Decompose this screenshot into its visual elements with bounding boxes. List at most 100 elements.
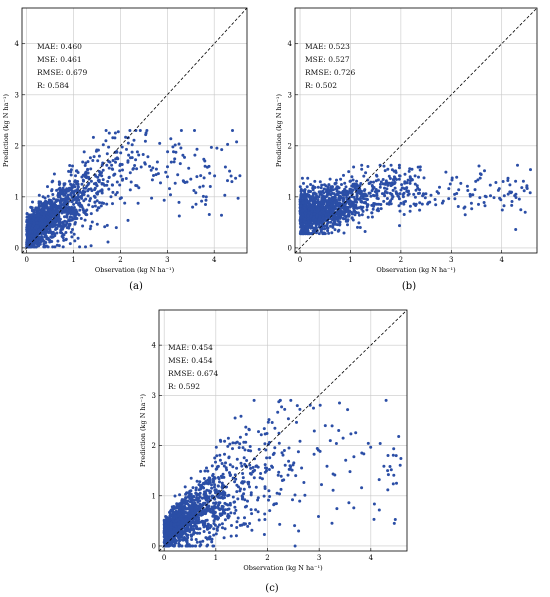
- data-point: [32, 244, 36, 248]
- data-point: [108, 160, 112, 164]
- data-point: [101, 168, 105, 172]
- data-point: [71, 164, 74, 168]
- data-point: [333, 214, 337, 218]
- data-point: [243, 448, 247, 452]
- data-point: [57, 180, 61, 184]
- data-point: [30, 226, 34, 230]
- data-point: [83, 218, 87, 222]
- data-point: [74, 214, 77, 218]
- data-point: [351, 178, 355, 182]
- y-tick-label: 0: [152, 542, 156, 550]
- data-point: [478, 176, 482, 180]
- data-point: [376, 178, 380, 182]
- data-point: [350, 211, 354, 215]
- data-point: [448, 182, 452, 186]
- data-point: [87, 187, 91, 191]
- data-point: [27, 213, 31, 217]
- stats-box-c: MAE: 0.454 MSE: 0.454 RMSE: 0.674 R: 0.5…: [168, 341, 218, 393]
- data-point: [169, 526, 173, 529]
- data-point: [410, 167, 414, 171]
- data-point: [191, 486, 195, 490]
- data-point: [383, 190, 387, 193]
- data-point: [44, 241, 48, 244]
- data-point: [32, 228, 36, 232]
- data-point: [95, 192, 99, 196]
- data-point: [228, 503, 232, 507]
- data-point: [111, 167, 115, 171]
- y-axis-label: Prediction (kg N ha⁻¹): [139, 393, 147, 467]
- data-point: [418, 168, 422, 172]
- data-point: [104, 129, 108, 132]
- data-point: [413, 174, 417, 178]
- data-point: [325, 209, 329, 213]
- data-point: [405, 189, 409, 193]
- data-point: [388, 177, 392, 180]
- data-point: [429, 193, 433, 197]
- data-point: [235, 520, 239, 524]
- data-point: [164, 540, 168, 543]
- data-point: [319, 186, 323, 190]
- data-point: [128, 188, 132, 192]
- data-point: [226, 436, 230, 440]
- data-point: [355, 191, 359, 195]
- data-point: [88, 227, 92, 231]
- data-point: [216, 484, 220, 488]
- data-point: [25, 227, 29, 231]
- x-tick-label: 0: [162, 554, 166, 562]
- data-point: [331, 225, 335, 229]
- data-point: [198, 507, 202, 510]
- data-point: [216, 465, 219, 469]
- data-point: [130, 150, 134, 154]
- data-point: [114, 226, 118, 230]
- data-point: [213, 523, 217, 527]
- data-point: [360, 163, 364, 167]
- data-point: [502, 194, 506, 198]
- data-point: [57, 244, 61, 248]
- data-point: [211, 514, 215, 518]
- data-point: [218, 453, 222, 457]
- data-point: [196, 504, 200, 508]
- data-point: [208, 185, 212, 188]
- y-tick-label: 2: [152, 442, 156, 450]
- data-point: [113, 131, 117, 135]
- data-point: [413, 182, 417, 186]
- data-point: [41, 225, 45, 229]
- data-point: [282, 449, 286, 452]
- data-point: [268, 495, 272, 498]
- data-point: [386, 469, 390, 473]
- data-point: [299, 204, 303, 208]
- data-point: [317, 217, 321, 221]
- data-point: [78, 208, 82, 212]
- data-point: [185, 491, 188, 495]
- data-point: [359, 194, 363, 198]
- data-point: [124, 177, 128, 180]
- data-point: [99, 189, 102, 193]
- data-point: [210, 464, 214, 468]
- data-point: [64, 231, 68, 234]
- data-point: [306, 216, 310, 220]
- y-tick-label: 3: [288, 91, 292, 99]
- data-point: [300, 196, 304, 199]
- data-point: [192, 189, 196, 192]
- data-point: [457, 188, 461, 192]
- data-point: [466, 189, 470, 192]
- data-point: [57, 187, 61, 191]
- data-point: [154, 173, 158, 177]
- data-point: [335, 223, 339, 227]
- data-point: [203, 164, 207, 168]
- data-point: [235, 140, 239, 144]
- data-point: [89, 212, 93, 216]
- data-point: [399, 201, 403, 205]
- data-point: [67, 205, 71, 209]
- data-point: [192, 527, 196, 531]
- data-point: [312, 216, 316, 219]
- data-point: [39, 204, 43, 208]
- data-point: [195, 526, 199, 530]
- data-point: [375, 173, 378, 177]
- data-point: [242, 522, 246, 526]
- data-point: [299, 207, 302, 211]
- data-point: [362, 201, 366, 205]
- data-point: [29, 206, 33, 209]
- data-point: [62, 192, 66, 196]
- data-point: [306, 204, 310, 208]
